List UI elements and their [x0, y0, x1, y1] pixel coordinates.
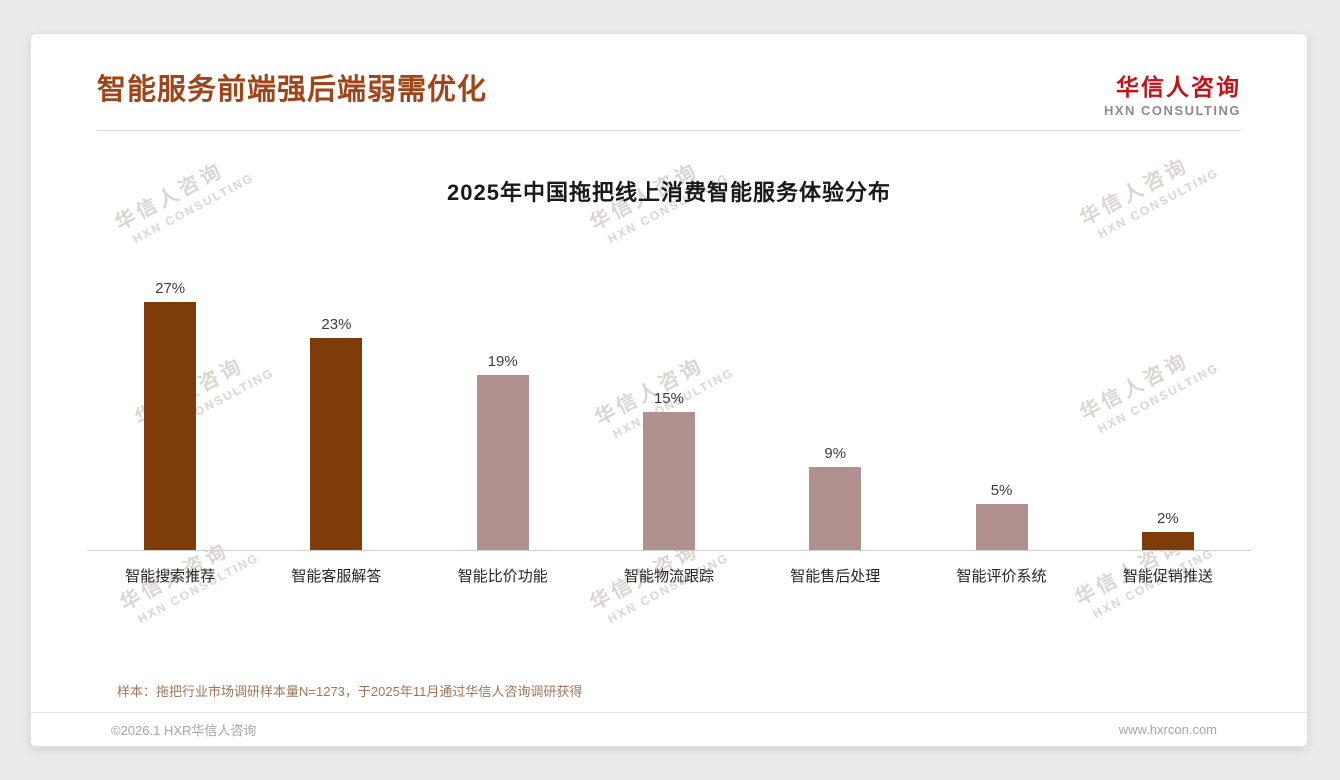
bar — [1141, 532, 1194, 550]
category-axis: 智能搜索推荐 智能客服解答 智能比价功能 智能物流跟踪 智能售后处理 智能评价系统 智能促销… — [87, 565, 1251, 586]
chart-title: 2025年中国拖把线上消费智能服务体验分布 — [447, 180, 891, 205]
bar-value-label: 2% — [1156, 510, 1179, 527]
bar-column: 23% — [253, 316, 419, 550]
website-url: www.hxrcon.com — [1118, 722, 1217, 737]
category-label: 智能搜索推荐 — [125, 568, 216, 585]
copyright-text: ©2026.1 HXR华信人咨询 — [111, 723, 257, 738]
bar-column: 27% — [87, 280, 253, 550]
bar — [144, 302, 197, 550]
bar — [476, 375, 529, 550]
bar-column: 15% — [586, 390, 752, 550]
bar — [310, 338, 363, 550]
page-title: 智能服务前端强后端弱需优化 — [97, 74, 488, 106]
header-divider — [97, 130, 1241, 131]
slide-footer: ©2026.1 HXR华信人咨询 www.hxrcon.com — [31, 712, 1307, 746]
category-label: 智能售后处理 — [790, 568, 881, 585]
category-label: 智能物流跟踪 — [623, 568, 714, 585]
bar — [809, 467, 862, 550]
bar-value-label: 5% — [990, 482, 1013, 499]
bar-column: 19% — [420, 353, 586, 550]
sample-note: 样本：拖把行业市场调研样本量N=1273，于2025年11月通过华信人咨询调研获… — [117, 684, 583, 699]
bar-column: 9% — [752, 445, 918, 550]
bar-value-label: 15% — [653, 390, 684, 407]
bar-value-label: 23% — [321, 316, 352, 333]
bar-chart: 2025年中国拖把线上消费智能服务体验分布 27% 23% 19% 15% 9% 5% 2%… — [31, 175, 1307, 586]
logo: 华信人咨询 HXN CONSULTING — [1104, 68, 1241, 118]
bar — [642, 412, 695, 550]
category-label: 智能评价系统 — [956, 568, 1047, 585]
slide-header: 智能服务前端强后端弱需优化 华信人咨询 HXN CONSULTING — [31, 34, 1307, 130]
bar — [975, 504, 1028, 550]
bar-value-label: 19% — [487, 353, 518, 370]
plot-area: 27% 23% 19% 15% 9% 5% 2% — [87, 233, 1251, 551]
logo-name: 华信人咨询 — [1116, 74, 1241, 100]
bar-column: 5% — [918, 482, 1084, 550]
bar-value-label: 27% — [155, 280, 186, 297]
category-label: 智能客服解答 — [291, 568, 382, 585]
bar-value-label: 9% — [824, 445, 847, 462]
category-label: 智能比价功能 — [457, 568, 548, 585]
bar-column: 2% — [1085, 510, 1251, 550]
category-label: 智能促销推送 — [1122, 568, 1213, 585]
logo-subtitle: HXN CONSULTING — [1103, 103, 1241, 118]
slide-card: 华信人咨询 HXN CONSULTING 华信人咨询 HXN CONSULTING 华信… — [30, 33, 1308, 747]
